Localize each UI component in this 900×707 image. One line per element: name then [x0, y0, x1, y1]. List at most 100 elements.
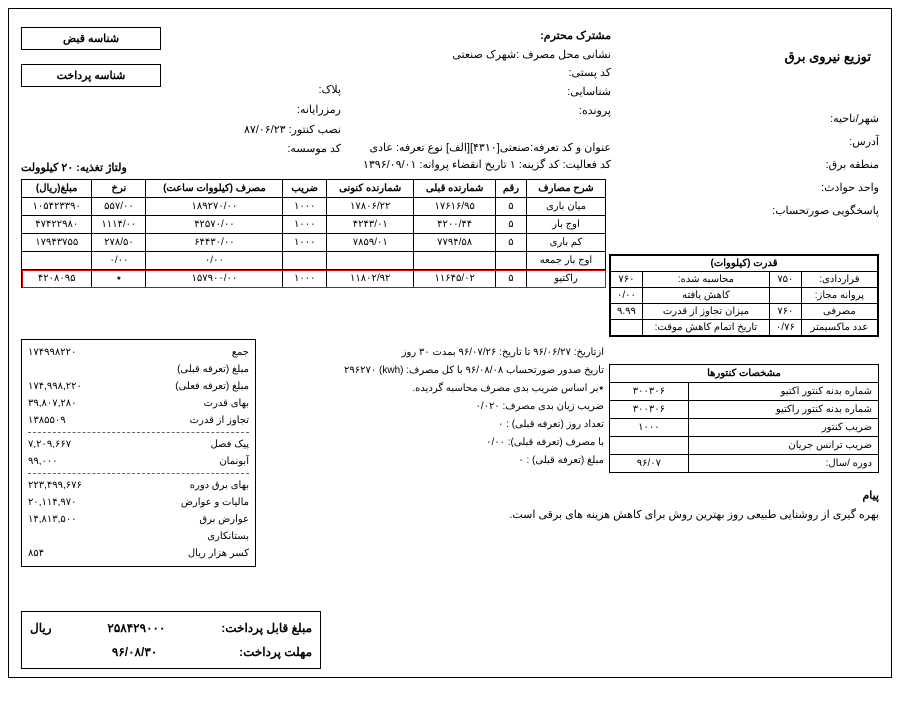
period-l2: تاریخ صدور صورتحساب ۹۶/۰۸/۰۸ با کل مصرف:…	[269, 362, 604, 380]
power-cell: پروانه مجاز:	[801, 288, 877, 304]
th: نرخ	[92, 180, 146, 198]
meter-row: ضریب ترانس جریان	[688, 437, 878, 455]
totals-box: جمع ۱۷۴۹۹۸۲۲۰ مبلغ (تعرفه قبلی) مبلغ (تعر…	[21, 339, 256, 567]
power-cell: ۷۶۰	[611, 272, 643, 288]
meter-row: شماره بدنه کنتور اکتیو	[688, 383, 878, 401]
t-label: مبلغ (تعرفه فعلی)	[175, 378, 249, 395]
unit-label: واحد حوادث:	[599, 178, 879, 199]
mid-info: پلاک: رمزرایانه: نصب کنتور: ۸۷/۰۶/۲۳ کد …	[171, 81, 341, 160]
period-l5: تعداد روز (تعرفه قبلی) : ۰	[269, 416, 604, 434]
install: نصب کنتور: ۸۷/۰۶/۲۳	[171, 121, 341, 141]
power-cell	[769, 288, 801, 304]
meter-val: ۱۰۰۰	[610, 419, 689, 437]
power-cell: مصرفی	[801, 304, 877, 320]
sub-l4: شناسایی:	[301, 83, 611, 102]
t-val: ۱۳۸۵۵۰۹	[28, 412, 66, 429]
bill-id-box: شناسه قبض	[21, 27, 161, 50]
power-cell: ۷۵۰	[769, 272, 801, 288]
period-l3: ٭بر اساس ضریب بدی مصرف محاسبه گردیده.	[269, 380, 604, 398]
message-body: بهره گیری از روشنایی طبیعی روز بهترین رو…	[299, 508, 879, 521]
sub-l5: پرونده:	[301, 102, 611, 121]
sub-l3: کد پستی:	[301, 64, 611, 83]
t-label: عوارض برق	[199, 511, 249, 528]
t-val: ۹۹,۰۰۰	[28, 453, 58, 470]
activity: کد فعالیت: کد گزینه: ۱ تاریخ انقضاء پروا…	[363, 158, 611, 171]
power-cell: محاسبه شده:	[642, 272, 769, 288]
tariff: عنوان و کد تعرفه:صنعتی[۴۳۱۰][الف] نوع تع…	[363, 141, 611, 154]
t-label: تجاوز از قدرت	[190, 412, 249, 429]
power-cell: کاهش یافته	[642, 288, 769, 304]
sub-l1: مشترک محترم:	[301, 27, 611, 46]
power-cell: تاریخ اتمام کاهش موقت:	[642, 320, 769, 336]
meter-row: ضریب کنتور	[688, 419, 878, 437]
t-label: مبلغ (تعرفه قبلی)	[177, 361, 249, 378]
th: شمارنده قبلی	[414, 180, 496, 198]
table-row: اوج بار۵۴۲۰۰/۴۴۴۲۴۳/۰۱۱۰۰۰۴۲۵۷۰/۰۰۱۱۱۴/۰…	[22, 216, 606, 234]
t-val: ۲۲۳,۴۹۹,۶۷۶	[28, 477, 82, 494]
period-l6: با مصرف (تعرفه قبلی): ۰/۰۰	[269, 434, 604, 452]
t-label: کسر هزار ریال	[188, 545, 249, 562]
period-l4: ضریب زیان بدی مصرف: ۰/۰۲۰	[269, 398, 604, 416]
table-row: کم باری۵۷۷۹۴/۵۸۷۸۵۹/۰۱۱۰۰۰۶۴۴۳۰/۰۰۲۷۸/۵۰…	[22, 234, 606, 252]
th: ضریب	[283, 180, 327, 198]
bill-container: توزیع نیروی برق شهر/ناحیه: آدرس: منطقه ب…	[8, 8, 892, 678]
location-panel: شهر/ناحیه: آدرس: منطقه برق: واحد حوادث: …	[599, 109, 879, 223]
plate: پلاک:	[171, 81, 341, 101]
t-label: بهای برق دوره	[190, 477, 249, 494]
subscriber-info: مشترک محترم: نشانی محل مصرف :شهرک صنعتی …	[301, 27, 611, 120]
usage-table: شرح مصارف رقم شمارنده قبلی شمارنده کنونی…	[21, 179, 606, 288]
inst-code: کد موسسه:	[171, 140, 341, 160]
th: شمارنده کنونی	[327, 180, 414, 198]
currency: ریال	[30, 616, 52, 640]
city-label: شهر/ناحیه:	[599, 109, 879, 130]
message-box: پیام بهره گیری از روشنایی طبیعی روز بهتر…	[299, 489, 879, 521]
sum-val: ۱۷۴۹۹۸۲۲۰	[28, 344, 76, 361]
power-cell: میزان تجاوز از قدرت	[642, 304, 769, 320]
t-val: ۷,۲۰۹,۶۶۷	[28, 436, 71, 453]
table-row: اوج بار جمعه۰/۰۰۰/۰۰	[22, 252, 606, 270]
t-label: بهای قدرت	[204, 395, 249, 412]
payment-id-box: شناسه پرداخت	[21, 64, 161, 87]
code: رمزرایانه:	[171, 101, 341, 121]
t-label: پیک فصل	[210, 436, 249, 453]
period-l7: مبلغ (تعرفه قبلی) : ۰	[269, 452, 604, 470]
tariff-line: عنوان و کد تعرفه:صنعتی[۴۳۱۰][الف] نوع تع…	[363, 141, 611, 171]
period-info: ازتاریخ: ۹۶/۰۶/۲۷ تا تاریخ: ۹۶/۰۷/۲۶ بمد…	[269, 344, 604, 470]
meter-val	[610, 437, 689, 455]
power-box: قدرت (کیلووات) قراردادی:۷۵۰ محاسبه شده:۷…	[609, 254, 879, 337]
company-name: توزیع نیروی برق	[785, 49, 871, 65]
payable-amount: ۲۵۸۴۲۹۰۰۰	[107, 616, 165, 640]
meter-title: مشخصات کنتورها	[610, 365, 879, 383]
meter-val: ۳۰۰۳۰۶	[610, 401, 689, 419]
payment-box: مبلغ قابل پرداخت: ۲۵۸۴۲۹۰۰۰ ریال مهلت پر…	[21, 611, 321, 669]
address-label: آدرس:	[599, 132, 879, 153]
meter-val: ۳۰۰۳۰۶	[610, 383, 689, 401]
power-cell: ۰/۰۰	[611, 288, 643, 304]
id-boxes: شناسه قبض شناسه پرداخت	[21, 27, 161, 101]
voltage: ولتاژ تغذیه: ۲۰ کیلوولت	[21, 161, 127, 174]
payable-label: مبلغ قابل پرداخت:	[221, 616, 312, 640]
meter-row: شماره بدنه کنتور راکتیو	[688, 401, 878, 419]
power-header: قدرت (کیلووات)	[611, 256, 878, 272]
t-val: ۱۷۴,۹۹۸,۲۲۰	[28, 378, 82, 395]
message-title: پیام	[299, 489, 879, 502]
power-cell: ۷۶۰	[769, 304, 801, 320]
meter-row: دوره /سال:	[688, 455, 878, 473]
table-row: میان باری۵۱۷۶۱۶/۹۵۱۷۸۰۶/۲۲۱۰۰۰۱۸۹۲۷۰/۰۰۵…	[22, 198, 606, 216]
t-label: آبونمان	[219, 453, 249, 470]
response-label: پاسخگویی صورتحساب:	[599, 201, 879, 222]
power-cell: عدد ماکسیمتر	[801, 320, 877, 336]
t-label: بستانکاری	[207, 528, 249, 545]
t-val: ۳۹,۸۰۷,۲۸۰	[28, 395, 77, 412]
sum-label: جمع	[232, 344, 249, 361]
t-val: ۸۵۴	[28, 545, 44, 562]
t-val: ۲۰,۱۱۴,۹۷۰	[28, 494, 77, 511]
due-date: ۹۶/۰۸/۳۰	[112, 640, 157, 664]
power-cell: ۹.۹۹	[611, 304, 643, 320]
th: رقم	[495, 180, 526, 198]
power-cell: ۰/۷۶	[769, 320, 801, 336]
meter-box: مشخصات کنتورها شماره بدنه کنتور اکتیو۳۰۰…	[609, 364, 879, 473]
power-cell	[611, 320, 643, 336]
table-row-reactive: راکتیو۵۱۱۶۴۵/۰۲۱۱۸۰۲/۹۲۱۰۰۰۱۵۷۹۰۰/۰۰٭۴۲۰…	[22, 270, 606, 288]
t-val: ۱۴,۸۱۳,۵۰۰	[28, 511, 77, 528]
